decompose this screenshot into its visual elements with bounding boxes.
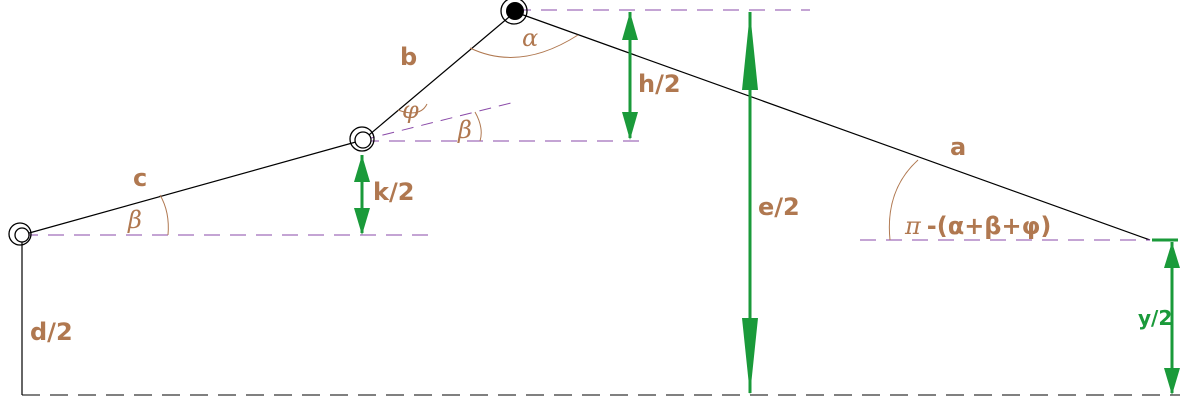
alpha-arc	[469, 34, 579, 58]
k2-dimension	[354, 155, 370, 235]
label-b: b	[400, 43, 417, 71]
label-beta-middle: β	[457, 116, 472, 144]
left-joint	[8, 222, 32, 246]
middle-joint	[349, 126, 375, 152]
pi-angle-arc	[888, 159, 919, 241]
label-e2: e/2	[758, 193, 800, 221]
label-beta-left: β	[127, 206, 142, 234]
label-y2: y/2	[1138, 306, 1172, 330]
h2-dimension	[622, 12, 638, 140]
segment-b	[362, 11, 516, 141]
phi-arc	[397, 103, 428, 114]
label-alpha: α	[522, 24, 538, 52]
segment-c	[21, 139, 364, 236]
label-d2: d/2	[30, 318, 73, 346]
label-k2: k/2	[373, 178, 414, 206]
label-phi: φ	[402, 96, 419, 124]
beta-arc-left	[159, 194, 169, 236]
label-c: c	[133, 164, 147, 192]
label-h2: h/2	[638, 70, 681, 98]
y2-dimension	[1152, 238, 1180, 395]
b-extension-dashed-line	[362, 101, 516, 141]
label-a: a	[950, 133, 966, 161]
label-pi-angle: π -(α+β+φ)	[904, 212, 1051, 240]
e2-dimension	[742, 12, 758, 395]
top-pivot	[500, 0, 528, 25]
beta-arc-middle	[474, 111, 482, 142]
segment-a	[514, 11, 1151, 241]
